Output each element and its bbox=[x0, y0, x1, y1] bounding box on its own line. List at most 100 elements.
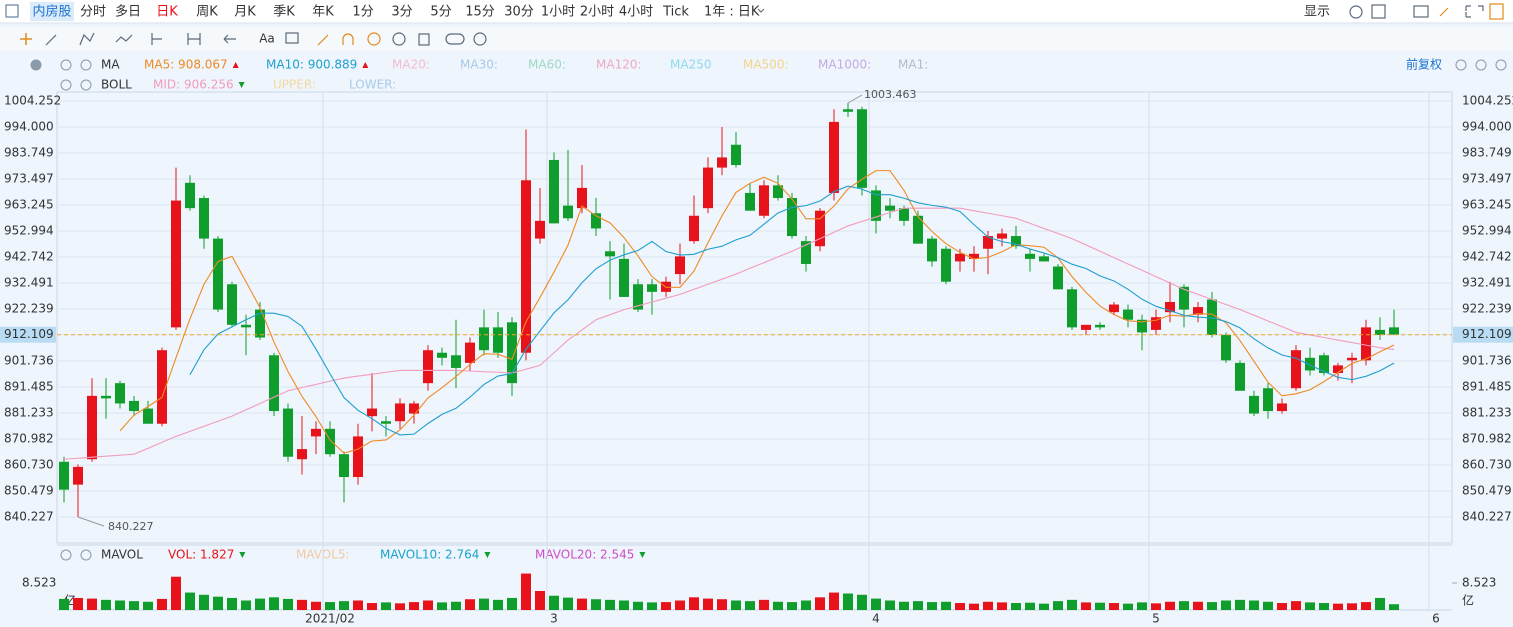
trend-arrow bbox=[232, 62, 239, 68]
ma-close[interactable] bbox=[80, 59, 92, 71]
volume-bar bbox=[1389, 604, 1399, 610]
volume-bar bbox=[185, 592, 195, 610]
note-tool[interactable] bbox=[285, 32, 299, 44]
period-tab[interactable]: 30分 bbox=[504, 5, 534, 20]
legend-entry: UPPER: bbox=[273, 78, 316, 92]
volume-bar bbox=[605, 599, 615, 610]
lock-tool[interactable] bbox=[367, 32, 381, 46]
drawing-tools-2 bbox=[45, 3, 1504, 46]
candle-body bbox=[1319, 355, 1329, 374]
period-tab[interactable]: 5分 bbox=[430, 5, 451, 20]
period-tab[interactable]: 季K bbox=[273, 5, 295, 20]
volume-bar bbox=[1235, 599, 1245, 610]
range-selector[interactable]: 1年 : 日K bbox=[704, 5, 760, 20]
settings-tool[interactable] bbox=[473, 32, 487, 46]
vol-settings[interactable] bbox=[60, 549, 72, 561]
candle-body bbox=[437, 352, 447, 358]
candle-body bbox=[157, 350, 167, 424]
camera-icon[interactable] bbox=[1413, 5, 1429, 18]
boll-close[interactable] bbox=[80, 79, 92, 91]
magnet-tool[interactable] bbox=[342, 33, 354, 45]
zoom-in-icon[interactable] bbox=[1495, 59, 1507, 71]
volume-bar bbox=[199, 594, 209, 610]
period-tab[interactable]: 1分 bbox=[352, 5, 373, 20]
pen-tool[interactable] bbox=[317, 34, 329, 46]
layout-icon[interactable] bbox=[1371, 4, 1386, 19]
volume-bar bbox=[955, 603, 965, 610]
period-tab[interactable]: 1小时 bbox=[541, 5, 575, 20]
volume-bar bbox=[87, 598, 97, 610]
volume-bar bbox=[731, 600, 741, 610]
zoom-out-icon[interactable] bbox=[1475, 59, 1487, 71]
candle-body bbox=[969, 253, 979, 259]
period-tab[interactable]: 4小时 bbox=[619, 5, 653, 20]
adjust-mode[interactable]: 前复权 bbox=[1406, 57, 1442, 72]
volume-bar bbox=[227, 597, 237, 610]
period-tab[interactable]: 月K bbox=[234, 5, 256, 20]
top-toolbar bbox=[0, 0, 1513, 23]
measure-tool[interactable] bbox=[187, 33, 201, 45]
wave-tool[interactable] bbox=[115, 34, 133, 43]
boll-settings[interactable] bbox=[60, 79, 72, 91]
range-chevron bbox=[757, 8, 765, 13]
arrow-tool[interactable] bbox=[223, 34, 236, 44]
stock-tab[interactable]: 内房股 bbox=[32, 4, 71, 20]
ma-settings[interactable] bbox=[60, 59, 72, 71]
candle-body bbox=[395, 403, 405, 422]
volume-bar bbox=[675, 600, 685, 610]
period-tab[interactable]: 2小时 bbox=[580, 5, 614, 20]
hide-tool[interactable] bbox=[392, 32, 406, 46]
stock-tab-bg[interactable] bbox=[30, 2, 74, 21]
period-tab[interactable]: 3分 bbox=[391, 5, 412, 20]
reset-icon[interactable] bbox=[1455, 59, 1467, 71]
candle-body bbox=[563, 205, 573, 219]
candle-body bbox=[269, 355, 279, 412]
candle-body bbox=[1347, 357, 1357, 361]
display-menu[interactable]: 显示 bbox=[1304, 5, 1330, 20]
panel-icon[interactable] bbox=[1489, 3, 1504, 20]
period-tab[interactable]: 分时 bbox=[80, 5, 106, 20]
period-tab[interactable]: 日K bbox=[156, 5, 178, 20]
candle-body bbox=[1277, 403, 1287, 412]
period-tab[interactable]: 15分 bbox=[465, 5, 495, 20]
volume-tick-label-left: 8.523 bbox=[22, 575, 56, 589]
candle-body bbox=[409, 403, 419, 414]
compare-tool[interactable] bbox=[445, 33, 465, 45]
y-tick-label-left: 922.239 bbox=[4, 302, 54, 316]
vol-close[interactable] bbox=[80, 549, 92, 561]
candle-body bbox=[829, 121, 839, 193]
legend-entry: MA250 bbox=[670, 58, 711, 72]
drawing-tools bbox=[20, 33, 32, 45]
volume-bar bbox=[143, 601, 153, 610]
fib-tool[interactable] bbox=[151, 33, 162, 45]
text-tool[interactable]: Aa bbox=[259, 32, 275, 46]
volume-bar bbox=[871, 598, 881, 610]
polyline-tool[interactable] bbox=[79, 32, 95, 46]
edit-icon[interactable] bbox=[1439, 7, 1449, 17]
sidebar-icon[interactable] bbox=[5, 4, 19, 18]
crosshair-tool[interactable] bbox=[20, 33, 32, 45]
period-tab[interactable]: Tick bbox=[662, 5, 689, 20]
volume-bar bbox=[969, 603, 979, 610]
volume-bar bbox=[1221, 600, 1231, 610]
volume-bar bbox=[619, 600, 629, 610]
candle-body bbox=[465, 342, 475, 363]
period-tab[interactable]: 多日 bbox=[115, 4, 141, 20]
fullscreen-icon[interactable] bbox=[1465, 5, 1484, 18]
candle-body bbox=[297, 449, 307, 460]
volume-bar bbox=[241, 600, 251, 610]
period-tab[interactable]: 周K bbox=[196, 5, 218, 20]
settings-icon[interactable] bbox=[1349, 5, 1363, 19]
volume-title: MAVOL bbox=[101, 548, 143, 562]
candle-body bbox=[213, 238, 223, 310]
volume-bar bbox=[283, 598, 293, 610]
volume-bar bbox=[1179, 601, 1189, 610]
candle-body bbox=[185, 182, 195, 209]
collapse-icon[interactable] bbox=[30, 59, 42, 71]
delete-tool[interactable] bbox=[418, 33, 430, 46]
volume-bar bbox=[1277, 603, 1287, 610]
period-tab[interactable]: 年K bbox=[312, 5, 334, 20]
volume-bar bbox=[829, 592, 839, 610]
line-tool[interactable] bbox=[45, 34, 57, 46]
volume-bar bbox=[1319, 603, 1329, 610]
